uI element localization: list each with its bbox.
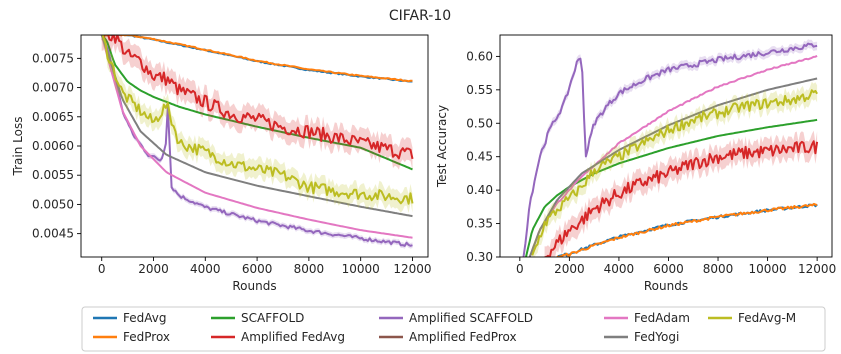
legend-item-fedprox: FedProx	[93, 330, 170, 344]
y-tick-label: 0.0060	[32, 139, 74, 153]
plot-area	[522, 39, 819, 257]
y-tick-label: 0.0055	[32, 168, 74, 182]
x-tick-label: 10000	[748, 262, 786, 276]
line-fedadam	[100, 35, 413, 239]
line-fedadam	[528, 54, 818, 257]
y-axis-label: Train Loss	[11, 117, 25, 177]
x-tick-label: 10000	[342, 262, 380, 276]
line-fedprox	[556, 202, 818, 257]
y-tick-label: 0.0075	[32, 51, 74, 65]
legend-item-amplified-scaffold: Amplified SCAFFOLD	[379, 311, 533, 325]
figure-title: CIFAR-10	[389, 8, 451, 24]
x-tick-label: 8000	[294, 262, 325, 276]
line-amplified-fedavg	[544, 140, 819, 257]
line-amplified-scaffold	[100, 35, 413, 247]
line-fedavg-m	[531, 89, 818, 256]
x-tick-label: 6000	[653, 262, 684, 276]
legend-item-fedyogi: FedYogi	[604, 330, 679, 344]
legend-item-amplified-fedavg: Amplified FedAvg	[211, 330, 345, 344]
legend-label: FedProx	[123, 330, 170, 344]
x-tick-label: 0	[516, 262, 524, 276]
legend-item-fedavg-m: FedAvg-M	[708, 311, 796, 325]
y-tick-label: 0.0065	[32, 110, 74, 124]
x-tick-label: 2000	[138, 262, 169, 276]
legend-label: SCAFFOLD	[241, 311, 304, 325]
y-tick-label: 0.40	[466, 183, 493, 197]
x-axis-label: Rounds	[644, 279, 688, 293]
line-scaffold	[100, 35, 413, 171]
plot-area	[100, 35, 414, 249]
y-axis-label: Test Accuracy	[435, 105, 449, 188]
x-axis-label: Rounds	[232, 279, 276, 293]
x-tick-label: 12000	[393, 262, 431, 276]
legend-label: FedAvg-M	[738, 311, 796, 325]
legend-label: FedAdam	[634, 311, 690, 325]
line-amplified-fedavg	[101, 35, 414, 160]
y-tick-label: 0.30	[466, 250, 493, 264]
y-tick-label: 0.0070	[32, 81, 74, 95]
legend-item-fedavg: FedAvg	[93, 311, 166, 325]
x-tick-label: 2000	[554, 262, 585, 276]
legend-item-scaffold: SCAFFOLD	[211, 311, 304, 325]
x-tick-label: 0	[98, 262, 106, 276]
train-loss-panel: 0 2000 4000 6000 8000 10000 12000 0.0045 0.0050 0…	[11, 34, 432, 293]
legend-item-fedadam: FedAdam	[604, 311, 690, 325]
y-tick-label: 0.0045	[32, 227, 74, 241]
line-fedyogi	[100, 35, 413, 218]
legend-item-amplified-fedprox: Amplified FedProx	[379, 330, 517, 344]
band-amplified-fedavg	[544, 130, 818, 257]
x-tick-label: 4000	[190, 262, 221, 276]
line-fedprox	[101, 35, 413, 83]
y-tick-label: 0.45	[466, 150, 493, 164]
line-fedyogi	[528, 77, 818, 257]
legend-frame	[81, 306, 826, 352]
x-tick-label: 6000	[242, 262, 273, 276]
legend: FedAvg FedProx SCAFFOLD Amplified FedAvg Amp…	[81, 306, 826, 352]
x-tick-label: 4000	[604, 262, 635, 276]
legend-label: Amplified FedProx	[409, 330, 517, 344]
y-tick-label: 0.50	[466, 116, 493, 130]
y-tick-label: 0.55	[466, 83, 493, 97]
test-accuracy-panel: 0 2000 4000 6000 8000 10000 12000 0.30 0.35 0.40 0…	[435, 34, 836, 293]
legend-label: Amplified SCAFFOLD	[409, 311, 533, 325]
line-fedavg-m	[101, 35, 414, 205]
legend-label: Amplified FedAvg	[241, 330, 345, 344]
legend-label: FedAvg	[123, 311, 166, 325]
y-tick-label: 0.60	[466, 49, 493, 63]
x-tick-label: 8000	[703, 262, 734, 276]
line-amplified-scaffold	[522, 42, 818, 257]
x-tick-label: 12000	[798, 262, 836, 276]
legend-label: FedYogi	[634, 330, 679, 344]
band-fedavg-m	[101, 35, 413, 214]
y-tick-label: 0.0050	[32, 197, 74, 211]
y-tick-label: 0.35	[466, 217, 493, 231]
axes-frame	[499, 34, 833, 258]
